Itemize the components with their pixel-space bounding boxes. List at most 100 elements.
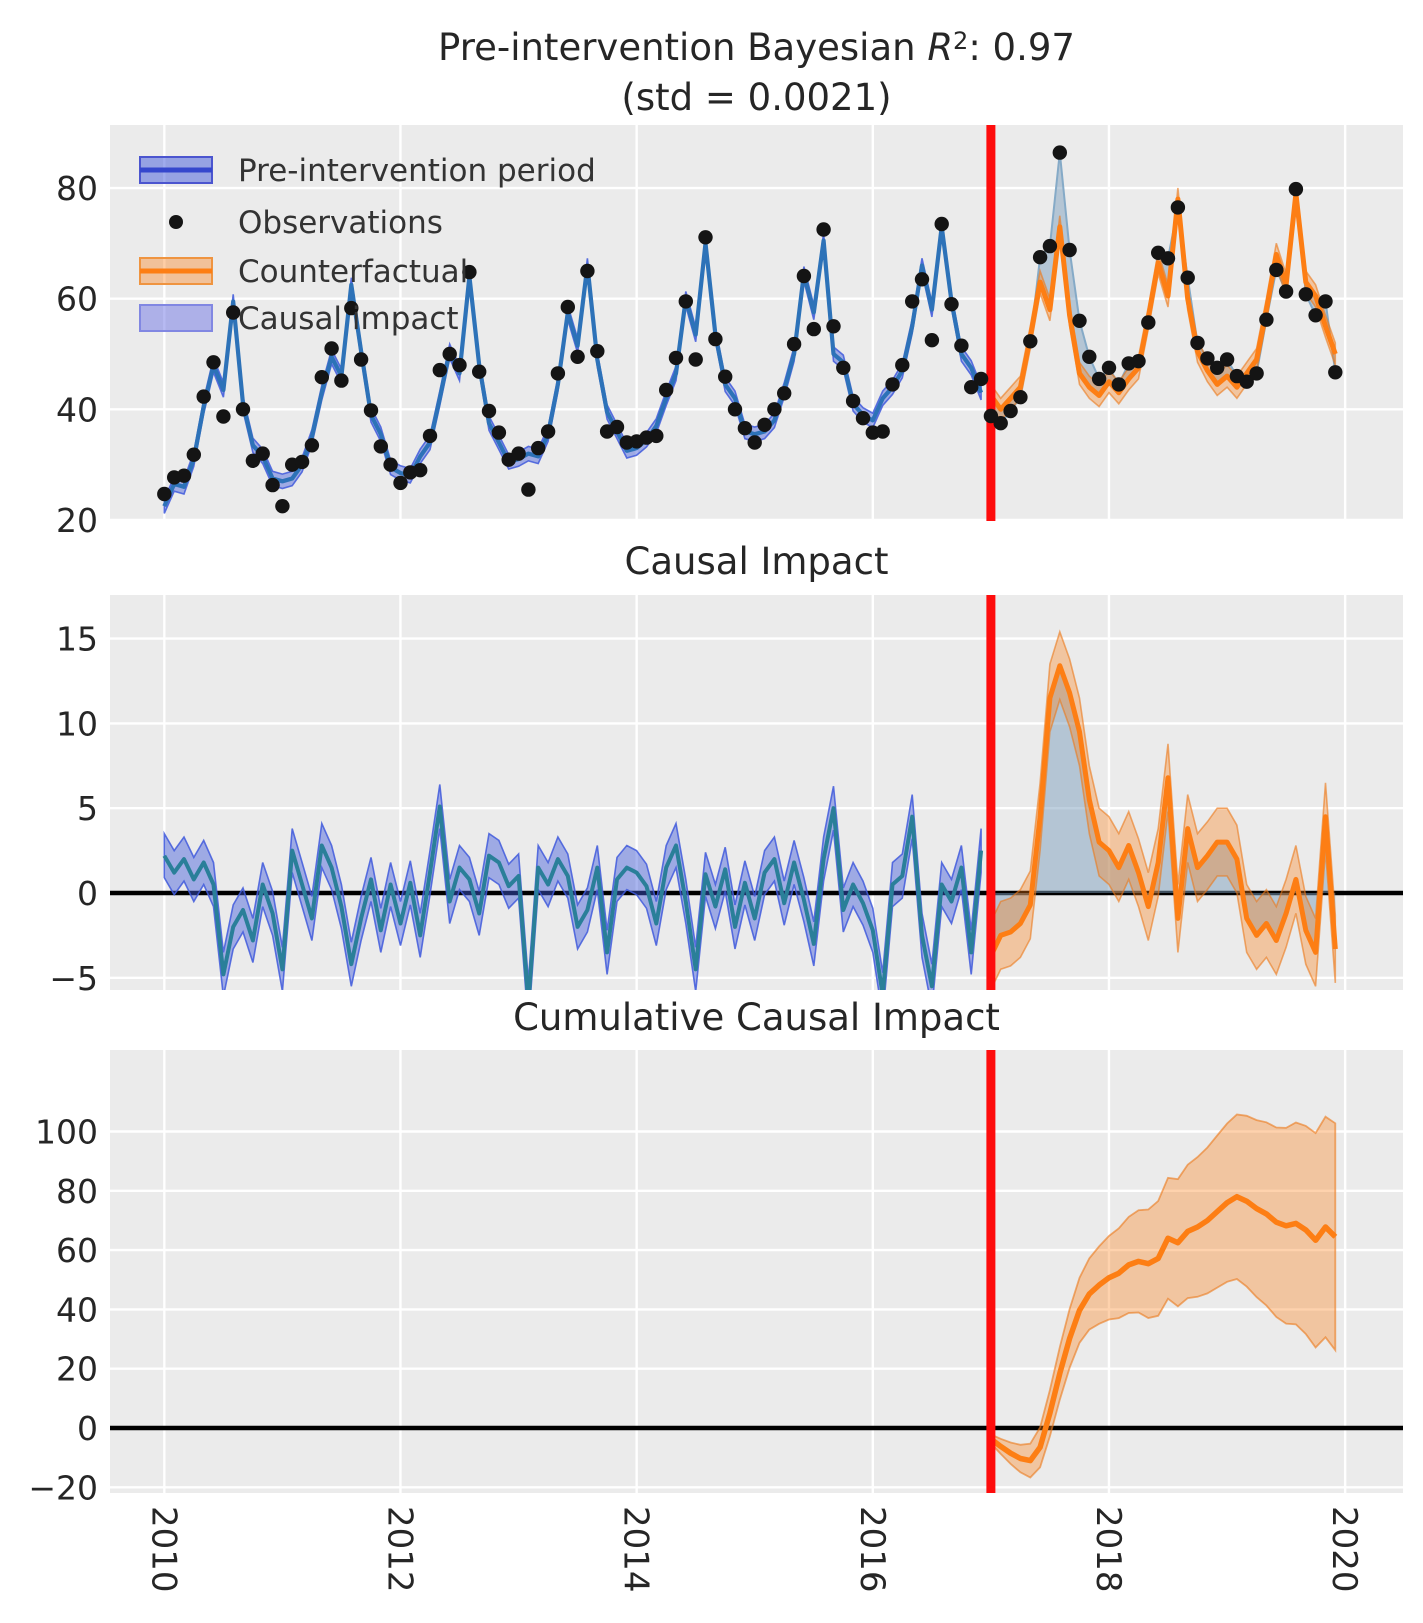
- observation-dot: [973, 371, 989, 387]
- legend-label: Pre-intervention period: [238, 153, 596, 189]
- observation-dot: [462, 264, 477, 280]
- observation-dot: [1269, 262, 1284, 278]
- observation-dot: [708, 331, 723, 347]
- observation-dot: [1259, 312, 1274, 327]
- observation-dot: [1032, 250, 1048, 265]
- observation-dot: [481, 403, 497, 419]
- observation-dot: [659, 382, 674, 398]
- observation-dot: [1160, 251, 1176, 266]
- y-tick-label: 100: [35, 1113, 98, 1152]
- observation-dot: [875, 424, 890, 439]
- observation-dot: [275, 499, 290, 514]
- observation-dot: [570, 349, 585, 364]
- observation-dot: [1190, 335, 1205, 351]
- y-tick-label: 40: [56, 1290, 98, 1329]
- observation-dot: [816, 222, 831, 237]
- observation-dot: [1013, 390, 1028, 405]
- legend-dot-swatch: [169, 215, 183, 229]
- y-tick-label: 10: [56, 704, 98, 743]
- x-tick-label-group: 2010: [143, 1506, 183, 1593]
- legend-label: Observations: [238, 205, 443, 241]
- observation-dot: [334, 373, 349, 388]
- observation-dot: [226, 305, 241, 320]
- observation-dot: [806, 321, 821, 337]
- title-suffix: : 0.97: [968, 26, 1075, 69]
- y-tick-label: 5: [77, 789, 98, 828]
- observation-dot: [1042, 238, 1058, 254]
- y-tick-label: −5: [49, 959, 98, 998]
- legend-patch-swatch: [139, 304, 213, 332]
- observation-dot: [1131, 354, 1146, 369]
- observation-dot: [1170, 200, 1186, 215]
- y-tick-label: 0: [77, 874, 98, 913]
- legend-label: Counterfactual: [238, 254, 468, 290]
- observation-dot: [432, 362, 447, 378]
- y-tick-label: −20: [28, 1468, 98, 1507]
- pre-impact-line: [162, 804, 984, 990]
- middle-panel-series: [110, 595, 1403, 990]
- observation-dot: [157, 486, 172, 502]
- observation-dot: [1082, 349, 1097, 364]
- observation-dot: [885, 377, 900, 392]
- y-tick-label: 60: [56, 1231, 98, 1270]
- observation-dot: [363, 403, 379, 418]
- observation-dot: [590, 344, 605, 359]
- cumulative-impact-line: [989, 1193, 1338, 1464]
- x-tick-label-group: 2020: [1324, 1506, 1364, 1593]
- observation-dots: [157, 145, 1343, 514]
- y-tick-label: 20: [56, 501, 98, 540]
- x-tick-label-group: 2016: [852, 1506, 892, 1593]
- observation-dot: [373, 439, 388, 454]
- observation-dot: [1298, 287, 1314, 302]
- observation-dot: [796, 268, 812, 284]
- top-panel-series: [157, 125, 1343, 521]
- x-tick-label: 2010: [143, 1506, 183, 1593]
- y-tick-label: 40: [56, 390, 98, 429]
- observation-dot: [472, 364, 487, 379]
- observation-dot: [511, 446, 526, 461]
- observation-dot: [954, 338, 969, 353]
- x-tick-label-group: 2012: [380, 1506, 420, 1593]
- pre-impact-band: [163, 784, 982, 990]
- y-tick-label: 0: [77, 1409, 98, 1448]
- observation-dot: [255, 446, 270, 461]
- axes-background: [110, 595, 1403, 990]
- observation-dot: [609, 419, 625, 435]
- x-tick-label-group: 2014: [616, 1506, 656, 1593]
- observation-dot: [1180, 270, 1195, 285]
- observation-dot: [964, 380, 979, 395]
- observation-dot: [826, 319, 841, 334]
- bottom-panel-title: Cumulative Causal Impact: [513, 996, 1000, 1039]
- observation-dot: [845, 393, 861, 409]
- observation-dot: [1328, 365, 1343, 380]
- observation-dot: [924, 333, 940, 348]
- observation-dot: [718, 369, 733, 384]
- y-tick-label: 15: [56, 620, 98, 659]
- observation-dot: [452, 357, 467, 373]
- observation-dot: [1318, 294, 1333, 309]
- observation-dot: [698, 230, 713, 245]
- observation-dot: [737, 421, 753, 436]
- observation-dot: [855, 411, 871, 426]
- observation-dot: [413, 463, 428, 478]
- observation-dot: [836, 360, 851, 375]
- observation-dot: [550, 366, 566, 381]
- observation-dot: [531, 440, 546, 456]
- observation-dot: [560, 299, 575, 315]
- y-tick-label: 80: [56, 169, 98, 208]
- observation-dot: [442, 346, 457, 362]
- figure-title: Pre-intervention Bayesian R2: 0.97 (std …: [110, 16, 1403, 123]
- observation-dot: [1101, 360, 1117, 375]
- observation-dot: [540, 424, 556, 439]
- y-tick-label: 20: [56, 1350, 98, 1389]
- observation-dot: [294, 454, 310, 470]
- post-impact-line: [988, 663, 1338, 957]
- observation-dot: [393, 475, 408, 491]
- observation-dot: [767, 402, 782, 417]
- observation-dot: [216, 409, 231, 424]
- figure-title-line1: Pre-intervention Bayesian R2: 0.97: [110, 16, 1403, 73]
- title-r-superscript: 2: [953, 27, 969, 55]
- x-tick-label: 2014: [616, 1506, 656, 1593]
- observation-dot: [993, 416, 1008, 431]
